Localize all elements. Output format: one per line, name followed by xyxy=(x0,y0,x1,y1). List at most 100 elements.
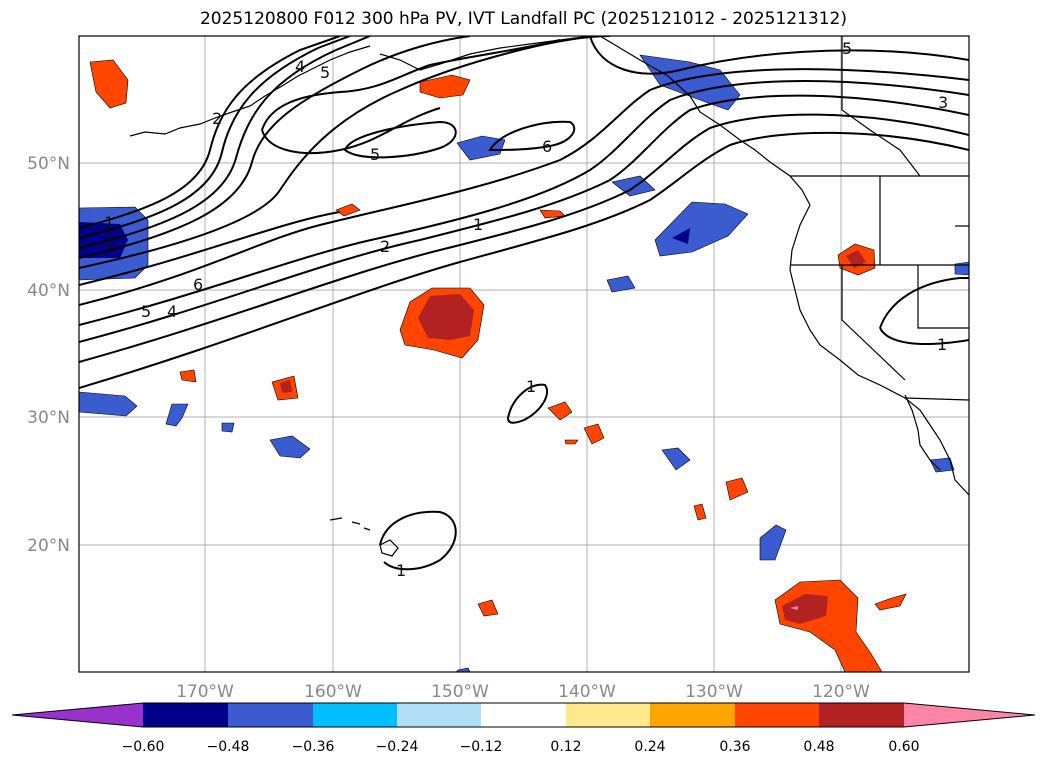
pv-negative-region xyxy=(639,54,741,111)
contour-line xyxy=(79,36,471,259)
pv-positive-region xyxy=(89,59,129,109)
hawaiian-islands xyxy=(329,517,371,531)
colorbar-tick: −0.36 xyxy=(292,739,335,755)
lon-label-170w: 170°W xyxy=(176,682,234,702)
contour-label: 3 xyxy=(104,233,114,252)
pv-negative-region xyxy=(79,391,138,417)
contour-label: 5 xyxy=(842,39,852,58)
contour-label: 3 xyxy=(938,93,948,112)
contour-line xyxy=(79,94,969,343)
map-background xyxy=(79,36,969,672)
colorbar-tick: 0.12 xyxy=(550,739,581,755)
lat-label-20n: 20°N xyxy=(27,536,70,556)
contour-label: 1 xyxy=(473,215,483,234)
pv-negative-region xyxy=(221,422,235,433)
map-frame xyxy=(78,35,970,673)
state-border xyxy=(841,265,906,381)
colorbar-tick-labels: −0.60 −0.48 −0.36 −0.24 −0.12 0.12 0.24 … xyxy=(122,739,920,755)
coastlines-and-borders xyxy=(129,36,969,557)
contour-line xyxy=(79,113,969,363)
colorbar-tick: −0.60 xyxy=(122,739,165,755)
contour-label: 6 xyxy=(542,137,552,156)
colorbar-bin xyxy=(566,703,650,727)
colorbar-bin xyxy=(143,703,228,727)
contour-labels: 4 5 2 5 6 5 3 1 3 2 1 6 5 4 1 1 1 xyxy=(104,39,948,580)
pv-negative-region xyxy=(456,135,506,161)
colorbar-extend-high xyxy=(904,703,1035,727)
colorbar-tick: −0.24 xyxy=(376,739,419,755)
contour-label: 1 xyxy=(104,213,114,232)
pv-positive-region xyxy=(583,423,605,445)
pv-positive-region xyxy=(547,401,573,421)
pv-positive-region xyxy=(564,439,579,445)
contour-line xyxy=(261,39,561,131)
colorbar-bin xyxy=(735,703,819,727)
colorbar-outline xyxy=(11,702,1036,728)
contour-line xyxy=(79,36,351,239)
us-mexico-border xyxy=(904,397,969,401)
contour-label: 4 xyxy=(295,57,305,76)
pv-negative-region xyxy=(606,275,636,293)
contour-line xyxy=(379,510,457,571)
pv-negative-region xyxy=(759,524,787,561)
pv-positive-region xyxy=(874,593,907,611)
pv-positive-region xyxy=(693,503,707,521)
contour-line xyxy=(79,36,371,249)
contour-label: 5 xyxy=(141,302,151,321)
pv-positive-region xyxy=(179,369,197,383)
contour-line xyxy=(79,80,969,326)
contour-label: 4 xyxy=(167,302,177,321)
pv-negative-region xyxy=(455,667,471,672)
pv-positive-core xyxy=(280,380,292,393)
province-border xyxy=(841,36,921,177)
contour-label: 2 xyxy=(380,237,390,256)
contour-label: 5 xyxy=(370,145,380,164)
map-title: 2025120800 F012 300 hPa PV, IVT Landfall… xyxy=(199,9,847,29)
longitude-labels: 170°W 160°W 150°W 140°W 130°W 120°W xyxy=(176,682,870,702)
contour-line xyxy=(261,107,441,154)
colorbar-bin xyxy=(313,703,397,727)
state-border xyxy=(917,265,969,329)
pv-positive-core xyxy=(846,250,866,268)
colorbar-tick: 0.36 xyxy=(719,739,750,755)
pv-positive-core xyxy=(418,294,474,340)
pv-positive-region xyxy=(419,74,471,99)
pv-negative-region xyxy=(654,201,749,257)
north-america-coastline xyxy=(599,36,969,496)
contour-label: 2 xyxy=(212,109,222,128)
contour-label: 1 xyxy=(937,335,947,354)
pv-positive-core xyxy=(782,594,828,624)
contour-line xyxy=(589,36,969,75)
colorbar-tick: 0.24 xyxy=(634,739,665,755)
contour-line xyxy=(879,327,969,345)
pv-negative-region xyxy=(954,261,969,276)
aleutian-islands xyxy=(129,45,371,137)
colorbar-bin xyxy=(481,703,566,727)
baja-california-coast xyxy=(904,394,941,471)
contour-line xyxy=(879,277,969,329)
lat-label-40n: 40°N xyxy=(27,281,70,301)
pv-negative-core xyxy=(672,228,690,244)
colorbar-extend-low xyxy=(12,703,143,727)
pv-negative-region xyxy=(269,435,311,459)
pv-negative-region xyxy=(611,175,656,197)
colorbar-tick: 0.60 xyxy=(888,739,919,755)
pv-filled-regions xyxy=(79,54,969,672)
hawaii-island xyxy=(379,539,399,557)
contour-line xyxy=(79,131,969,389)
pv-positive-region xyxy=(725,477,749,501)
ivt-contours xyxy=(79,36,969,571)
contour-label: 1 xyxy=(396,561,406,580)
contour-line xyxy=(79,211,341,286)
lon-label-130w: 130°W xyxy=(685,682,743,702)
contour-line xyxy=(79,36,341,229)
pv-negative-region xyxy=(165,403,189,427)
colorbar-bin xyxy=(228,703,313,727)
contour-line xyxy=(488,120,576,152)
colorbar-bin xyxy=(397,703,481,727)
latitude-labels: 50°N 40°N 30°N 20°N xyxy=(27,154,70,556)
colorbar-bin xyxy=(650,703,735,727)
pv-positive-region xyxy=(335,203,361,217)
contour-line xyxy=(506,383,548,424)
colorbar-tick: −0.48 xyxy=(207,739,250,755)
